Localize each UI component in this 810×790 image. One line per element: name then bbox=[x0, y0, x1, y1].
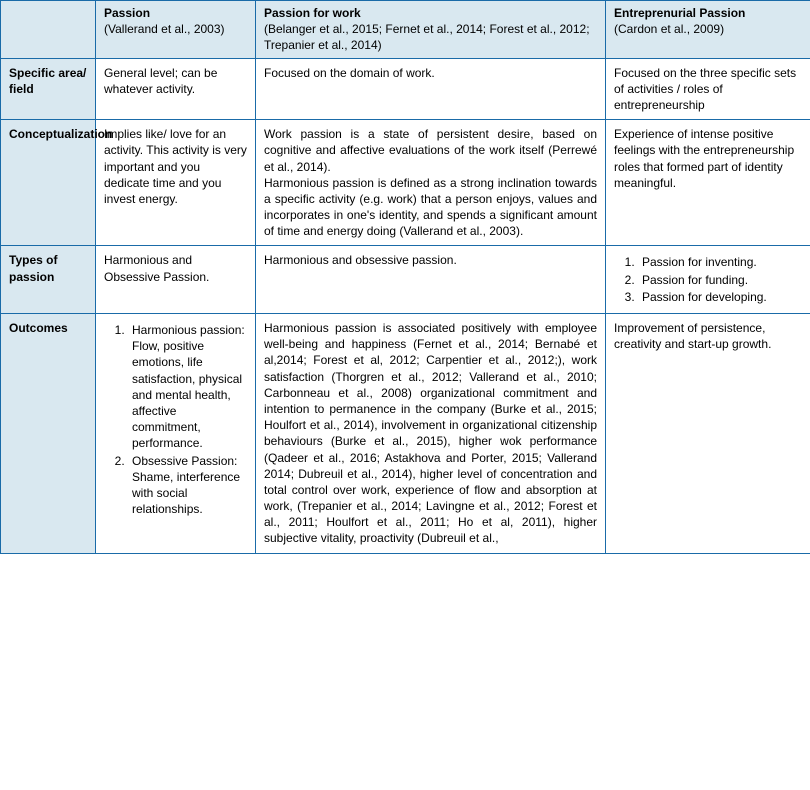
outcomes-passion-item-title: Harmonious passion: bbox=[132, 323, 245, 337]
cell-concept-passion: Implies like/ love for an activity. This… bbox=[96, 120, 256, 246]
cell-concept-work-p1: Work passion is a state of persistent de… bbox=[264, 126, 597, 175]
types-entre-item: Passion for funding. bbox=[638, 272, 802, 288]
cell-concept-entre: Experience of intense positive feelings … bbox=[606, 120, 810, 246]
row-outcomes: Outcomes Harmonious passion: Flow, posit… bbox=[1, 314, 810, 554]
cell-outcomes-entre: Improvement of persistence, creativity a… bbox=[606, 314, 810, 554]
header-work-cite: (Belanger et al., 2015; Fernet et al., 2… bbox=[264, 22, 590, 52]
header-passion-cite: (Vallerand et al., 2003) bbox=[104, 22, 225, 36]
header-entre-cite: (Cardon et al., 2009) bbox=[614, 22, 724, 36]
cell-concept-work: Work passion is a state of persistent de… bbox=[256, 120, 606, 246]
row-field: Specific area/ field General level; can … bbox=[1, 58, 810, 120]
header-passion-title: Passion bbox=[104, 6, 150, 20]
rowhead-field: Specific area/ field bbox=[1, 58, 96, 120]
types-entre-item: Passion for developing. bbox=[638, 289, 802, 305]
outcomes-passion-item-body: Flow, positive emotions, life satisfacti… bbox=[132, 339, 242, 450]
rowhead-concept: Conceptualization bbox=[1, 120, 96, 246]
outcomes-passion-item: Obsessive Passion: Shame, interference w… bbox=[128, 453, 247, 518]
header-passion: Passion (Vallerand et al., 2003) bbox=[96, 1, 256, 59]
outcomes-passion-item-body: Shame, interference with social relation… bbox=[132, 470, 240, 516]
types-entre-item: Passion for inventing. bbox=[638, 254, 802, 270]
header-work-title: Passion for work bbox=[264, 6, 361, 20]
header-entre-title: Entreprenurial Passion bbox=[614, 6, 745, 20]
cell-concept-work-p2: Harmonious passion is defined as a stron… bbox=[264, 175, 597, 240]
cell-field-work: Focused on the domain of work. bbox=[256, 58, 606, 120]
rowhead-types: Types of passion bbox=[1, 246, 96, 314]
row-types: Types of passion Harmonious and Obsessiv… bbox=[1, 246, 810, 314]
header-entre: Entreprenurial Passion (Cardon et al., 2… bbox=[606, 1, 810, 59]
cell-types-entre: Passion for inventing. Passion for fundi… bbox=[606, 246, 810, 314]
header-blank bbox=[1, 1, 96, 59]
header-work: Passion for work (Belanger et al., 2015;… bbox=[256, 1, 606, 59]
header-row: Passion (Vallerand et al., 2003) Passion… bbox=[1, 1, 810, 59]
cell-outcomes-work: Harmonious passion is associated positiv… bbox=[256, 314, 606, 554]
cell-field-passion: General level; can be whatever activity. bbox=[96, 58, 256, 120]
cell-outcomes-passion: Harmonious passion: Flow, positive emoti… bbox=[96, 314, 256, 554]
types-entre-list: Passion for inventing. Passion for fundi… bbox=[614, 254, 802, 305]
cell-types-passion: Harmonious and Obsessive Passion. bbox=[96, 246, 256, 314]
outcomes-passion-item: Harmonious passion: Flow, positive emoti… bbox=[128, 322, 247, 452]
passion-comparison-table: Passion (Vallerand et al., 2003) Passion… bbox=[0, 0, 810, 554]
outcomes-passion-item-title: Obsessive Passion: bbox=[132, 454, 237, 468]
outcomes-passion-list: Harmonious passion: Flow, positive emoti… bbox=[104, 322, 247, 517]
cell-field-entre: Focused on the three specific sets of ac… bbox=[606, 58, 810, 120]
cell-types-work: Harmonious and obsessive passion. bbox=[256, 246, 606, 314]
rowhead-outcomes: Outcomes bbox=[1, 314, 96, 554]
row-concept: Conceptualization Implies like/ love for… bbox=[1, 120, 810, 246]
